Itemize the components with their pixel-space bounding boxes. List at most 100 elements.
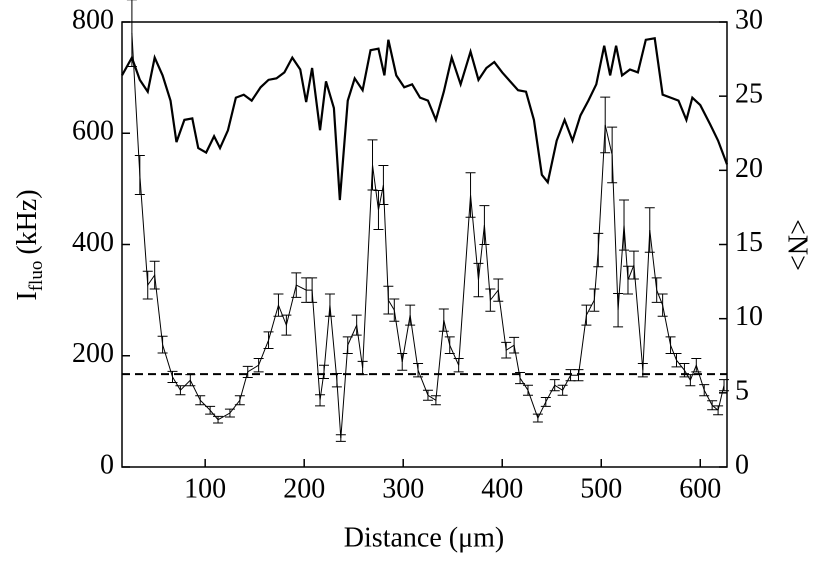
error-bar	[224, 408, 235, 418]
error-bar	[600, 96, 611, 154]
error-bar	[713, 405, 724, 416]
x-tick-label: 400	[481, 473, 523, 504]
y-tick-label: 800	[72, 4, 114, 35]
error-bar	[637, 363, 648, 378]
x-axis-label: Distance (μm)	[344, 522, 504, 553]
error-bar	[651, 277, 662, 303]
error-bar	[315, 394, 326, 407]
y2-axis-label: <N>	[782, 219, 813, 271]
y-label-unit: (kHz)	[12, 189, 43, 254]
error-bar	[307, 277, 318, 303]
error-bar	[438, 308, 449, 332]
error-bar	[291, 272, 302, 298]
error-bar	[593, 232, 604, 268]
error-bar	[679, 363, 690, 378]
error-bar	[397, 353, 408, 371]
error-bar	[453, 358, 464, 373]
error-bar	[331, 373, 342, 388]
error-bar	[335, 434, 346, 442]
error-bar	[383, 285, 394, 315]
error-bar	[619, 199, 630, 251]
y-tick-label: 400	[72, 227, 114, 258]
error-bar	[465, 172, 476, 218]
error-bar	[134, 155, 145, 195]
error-bar	[557, 384, 568, 396]
error-bar	[175, 385, 186, 396]
error-bar	[281, 314, 292, 336]
error-bar	[479, 205, 490, 245]
error-bar	[149, 260, 160, 290]
error-bar	[253, 358, 264, 373]
x-tick-label: 200	[283, 473, 325, 504]
y-tick-label: 0	[100, 449, 114, 480]
error-bar	[589, 288, 600, 312]
error-bar	[195, 395, 206, 406]
error-bar	[373, 190, 384, 230]
error-bar	[493, 278, 504, 302]
error-bar	[378, 165, 389, 205]
y2-tick-label: 15	[735, 227, 763, 258]
error-bar	[628, 250, 639, 280]
error-bar	[699, 384, 710, 397]
error-bar	[707, 400, 718, 411]
error-bar	[540, 396, 551, 407]
error-bar	[213, 415, 224, 424]
error-bar	[157, 335, 168, 354]
error-bar	[522, 384, 533, 396]
error-bar	[351, 314, 362, 336]
error-bar	[644, 207, 655, 253]
error-bar	[185, 374, 196, 387]
error-bar	[607, 126, 618, 184]
y2-tick-label: 25	[735, 79, 763, 110]
error-bar	[657, 293, 668, 317]
y2-tick-label: 30	[735, 4, 763, 35]
y2-tick-label: 5	[735, 375, 749, 406]
error-bar	[671, 353, 682, 368]
error-bar	[357, 360, 368, 376]
error-bar	[573, 369, 584, 382]
error-bar	[549, 379, 560, 392]
error-bar	[242, 365, 253, 378]
error-bar	[509, 336, 520, 354]
error-bar	[691, 358, 702, 373]
error-bar	[142, 270, 153, 300]
y2-tick-label: 20	[735, 153, 763, 184]
error-bar	[532, 413, 543, 423]
error-bar	[613, 292, 624, 328]
error-bar	[367, 139, 378, 191]
error-bar	[665, 336, 676, 355]
y-axis-label: Ifluo (kHz)	[12, 189, 47, 300]
intensity-line	[131, 33, 725, 439]
error-bar	[234, 395, 245, 406]
x-tick-label: 100	[184, 473, 226, 504]
y-label-main: I	[12, 291, 43, 300]
error-bar	[167, 370, 178, 383]
error-bar	[273, 293, 284, 317]
error-bar	[473, 262, 484, 298]
error-bar	[318, 364, 329, 380]
x-tick-label: 300	[382, 473, 424, 504]
error-bar	[430, 395, 441, 406]
error-bar	[622, 265, 633, 295]
error-bar	[444, 336, 455, 355]
error-bar	[342, 336, 353, 355]
error-bar	[389, 298, 400, 322]
y-tick-label: 600	[72, 116, 114, 147]
y2-tick-label: 10	[735, 301, 763, 332]
y2-tick-label: 0	[735, 449, 749, 480]
y-tick-label: 200	[72, 338, 114, 369]
error-bar	[263, 331, 274, 350]
y-label-sub: fluo	[26, 261, 47, 292]
error-bar	[205, 405, 216, 415]
error-bar	[581, 304, 592, 326]
error-bar	[324, 293, 335, 317]
error-bar	[422, 389, 433, 401]
error-bar	[685, 374, 696, 387]
error-bar	[485, 288, 496, 312]
error-bar	[501, 341, 512, 359]
error-bar	[405, 304, 416, 326]
n-line	[121, 37, 729, 201]
error-bar	[413, 363, 424, 378]
